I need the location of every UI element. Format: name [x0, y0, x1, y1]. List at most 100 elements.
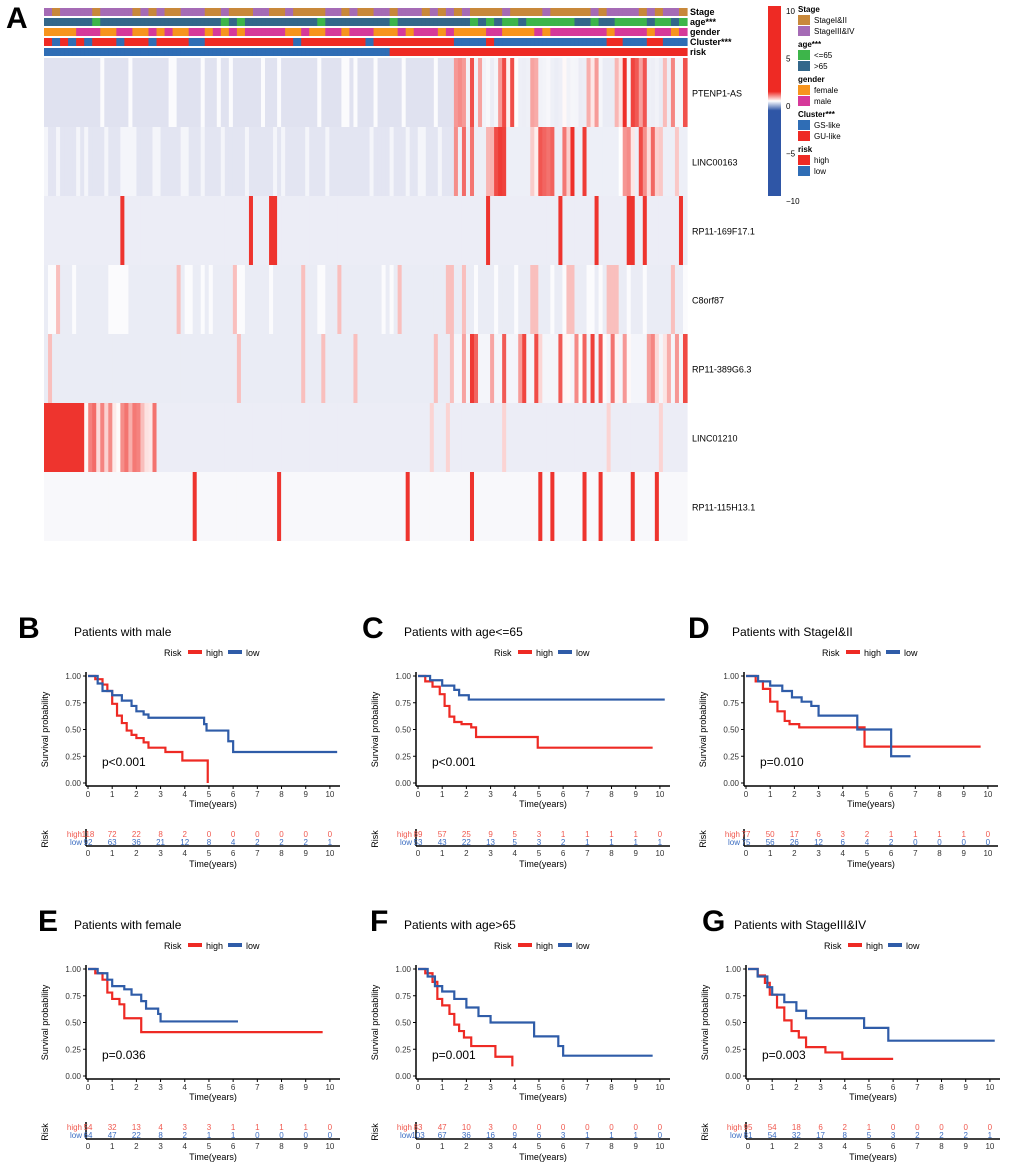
annotation-cell: [256, 38, 262, 46]
annotation-cell: [265, 8, 270, 16]
x-tick-label: 2: [794, 1083, 799, 1092]
heatmap-cell: [618, 196, 624, 265]
heatmap-cell: [590, 334, 596, 403]
heatmap-cell: [638, 265, 644, 334]
heatmap-cell: [650, 403, 656, 472]
annotation-cell: [433, 18, 439, 26]
heatmap-cell: [654, 196, 660, 265]
heatmap-cell: [610, 265, 616, 334]
heatmap-cell: [514, 127, 519, 196]
heatmap-cell: [478, 403, 483, 472]
annotation-cell: [425, 8, 431, 16]
annotation-cell: [256, 28, 262, 36]
heatmap-cell: [132, 472, 138, 541]
heatmap-cell: [357, 196, 363, 265]
heatmap-cell: [602, 127, 608, 196]
heatmap-cell: [614, 196, 620, 265]
heatmap-cell: [52, 196, 57, 265]
annotation-cell: [317, 38, 322, 46]
heatmap-cell: [321, 403, 326, 472]
heatmap-cell: [530, 265, 535, 334]
annotation-cell: [204, 38, 210, 46]
heatmap-cell: [554, 196, 559, 265]
panel-letter-a: A: [6, 2, 28, 35]
heatmap-cell: [132, 58, 138, 127]
annotation-cell: [188, 8, 194, 16]
heatmap-cell: [445, 58, 451, 127]
heatmap-cell: [562, 472, 568, 541]
annotation-cell: [132, 38, 138, 46]
heatmap-cell: [329, 58, 334, 127]
annotation-cell: [72, 28, 77, 36]
heatmap-cell: [658, 472, 664, 541]
annotation-cell: [650, 18, 656, 26]
heatmap-cell: [482, 334, 487, 403]
heatmap-cell: [293, 127, 298, 196]
annotation-cell: [409, 48, 415, 56]
heatmap-cell: [429, 196, 435, 265]
annotation-cell: [558, 38, 564, 46]
heatmap-cell: [662, 403, 668, 472]
annotation-cell: [256, 18, 262, 26]
heatmap-cell: [441, 472, 447, 541]
annotation-cell: [465, 18, 471, 26]
heatmap-cell: [562, 334, 568, 403]
annotation-cell: [277, 18, 282, 26]
annotation-cell: [670, 8, 676, 16]
annotation-cell: [457, 48, 463, 56]
heatmap-cell: [341, 472, 347, 541]
risk-axis-label: Risk: [370, 830, 380, 848]
annotation-cell: [614, 48, 620, 56]
annotation-cell: [313, 28, 318, 36]
heatmap-cell: [369, 265, 375, 334]
heatmap-cell: [265, 334, 270, 403]
heatmap-cell: [204, 472, 210, 541]
heatmap-cell: [441, 403, 447, 472]
heatmap-cell: [273, 58, 278, 127]
heatmap-cell: [124, 334, 129, 403]
risk-count-high: 1: [585, 830, 590, 839]
heatmap-cell: [542, 472, 547, 541]
annotation-cell: [546, 8, 551, 16]
annotation-cell: [140, 8, 146, 16]
heatmap-cell: [297, 196, 302, 265]
heatmap-cell: [630, 265, 636, 334]
heatmap-cell: [670, 334, 676, 403]
heatmap-cell: [144, 127, 150, 196]
heatmap-cell: [273, 127, 278, 196]
heatmap-cell: [329, 265, 334, 334]
heatmap-cell: [76, 196, 81, 265]
heatmap-cell: [168, 58, 174, 127]
heatmap-cell: [48, 472, 53, 541]
annotation-cell: [281, 8, 286, 16]
risk-count-low: 56: [766, 838, 775, 847]
heatmap-cell: [281, 58, 286, 127]
y-tick-label: 0.50: [65, 1019, 81, 1028]
heatmap-cell: [389, 472, 395, 541]
annotation-cell: [252, 38, 258, 46]
heatmap-cell: [361, 196, 367, 265]
heatmap-cell: [329, 196, 334, 265]
heatmap-cell: [88, 472, 93, 541]
heatmap-cell: [566, 403, 572, 472]
annotation-cell: [594, 8, 600, 16]
heatmap-cell: [433, 472, 439, 541]
legend-label: GS-like: [814, 121, 841, 130]
annotation-cell: [429, 8, 435, 16]
annotation-cell: [650, 48, 656, 56]
annotation-cell: [252, 48, 258, 56]
heatmap-cell: [208, 127, 214, 196]
heatmap-cell: [518, 127, 523, 196]
heatmap-cell: [277, 334, 282, 403]
annotation-cell: [490, 48, 495, 56]
legend-swatch-low: [228, 943, 242, 947]
heatmap-cell: [361, 334, 367, 403]
annotation-cell: [642, 8, 648, 16]
legend-swatch: [798, 50, 810, 60]
heatmap-cell: [618, 334, 624, 403]
heatmap-cell: [546, 265, 551, 334]
annotation-cell: [112, 18, 117, 26]
annotation-cell: [337, 18, 342, 26]
heatmap-cell: [377, 265, 383, 334]
